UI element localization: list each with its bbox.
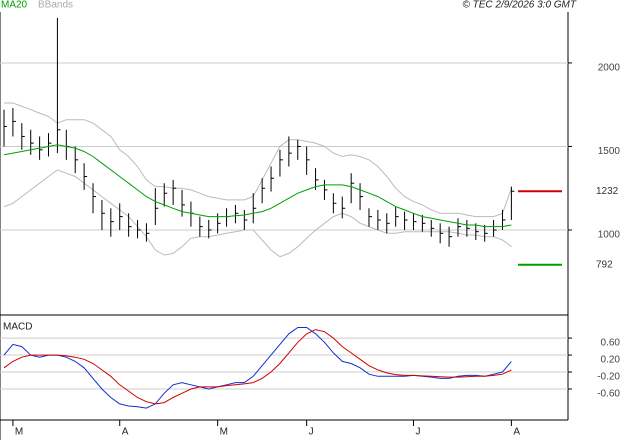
- legend-bbands: BBands: [38, 0, 73, 11]
- y-tick-label: 1000: [598, 230, 621, 241]
- y-tick-label: 0.20: [601, 355, 621, 366]
- y-tick-label: -0.20: [597, 372, 620, 383]
- copyright: © TEC 2/9/2026 3:0 GMT: [462, 0, 576, 11]
- x-tick-label: M: [15, 427, 23, 438]
- macd-line: [3, 329, 512, 405]
- level-label: 792: [596, 259, 613, 270]
- y-tick-label: 2000: [598, 63, 621, 74]
- x-tick-label: J: [415, 427, 420, 438]
- ma-line: [3, 144, 512, 228]
- x-tick-label: A: [513, 427, 520, 438]
- y-tick-label: 0.60: [601, 338, 621, 349]
- y-tick-label: 1500: [598, 146, 621, 157]
- bband-upper: [4, 102, 512, 218]
- macd-title: MACD: [3, 322, 32, 333]
- x-tick-label: A: [122, 427, 129, 438]
- level-label: 1232: [596, 186, 619, 197]
- legend-ma20: MA20: [1, 0, 28, 11]
- y-tick-label: -0.60: [597, 389, 620, 400]
- macd-line: [3, 327, 512, 409]
- x-tick-label: J: [309, 427, 314, 438]
- bband-lower: [3, 169, 512, 258]
- x-tick-label: M: [220, 427, 228, 438]
